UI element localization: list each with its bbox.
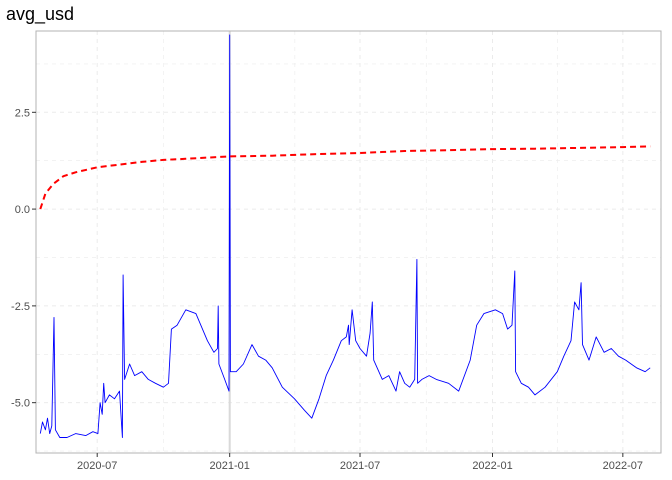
series-line-solid <box>39 34 651 438</box>
x-tick-label: 2021-07 <box>340 460 380 472</box>
chart-title: avg_usd <box>6 4 75 24</box>
x-tick-label: 2022-01 <box>472 460 512 472</box>
grid-lines <box>36 31 661 453</box>
y-tick-label: 0.0 <box>15 204 30 216</box>
x-tick-label: 2021-01 <box>210 460 250 472</box>
y-tick-label: -5.0 <box>11 398 30 410</box>
axis-ticks: 2020-07 2021-01 2021-07 2022-01 2022-07 -5.0 -… <box>11 107 643 472</box>
plot-panel-border <box>35 30 662 454</box>
x-tick-label: 2020-07 <box>77 460 117 472</box>
x-tick-label: 2022-07 <box>603 460 643 472</box>
series-lines <box>39 34 651 438</box>
y-tick-label: -2.5 <box>11 301 30 313</box>
y-tick-label: 2.5 <box>15 107 30 119</box>
series-line-dashed <box>39 145 651 210</box>
